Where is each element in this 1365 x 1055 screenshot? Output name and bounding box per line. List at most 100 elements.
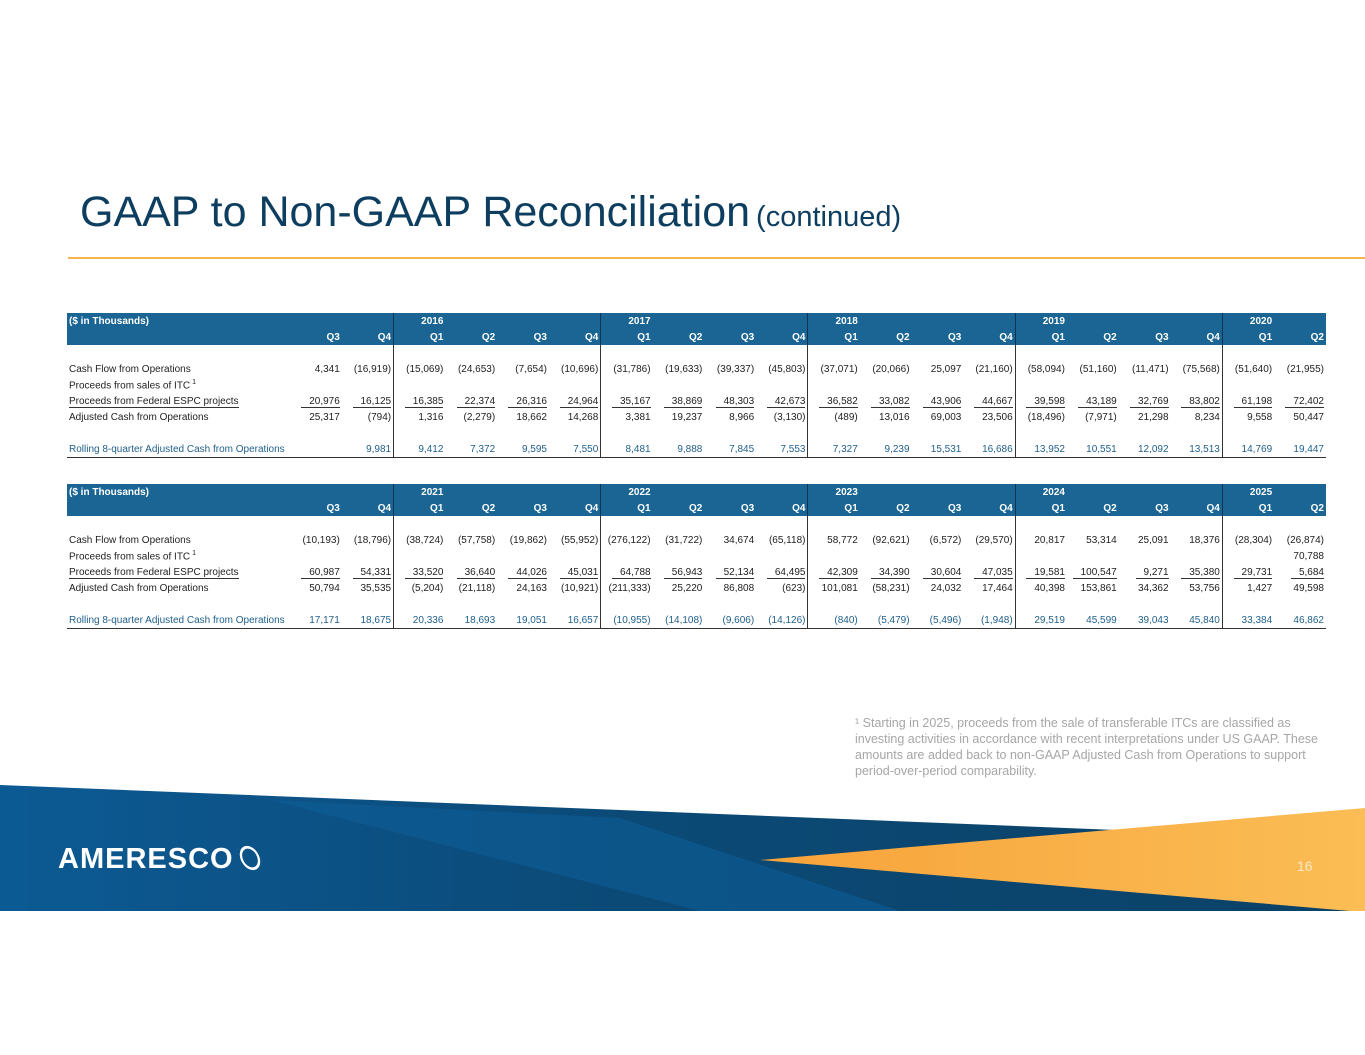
- value-cell: 60,987: [290, 564, 342, 580]
- spacer-cell: [756, 516, 809, 532]
- spacer-cell: [1222, 596, 1274, 612]
- quarter-header: Q3: [497, 500, 549, 516]
- year-header: [652, 313, 705, 329]
- value-cell: (21,160): [963, 361, 1016, 377]
- value-cell: 7,550: [548, 441, 602, 458]
- value: 14,769: [1241, 443, 1273, 455]
- year-header: [1274, 484, 1326, 500]
- value: 9,981: [366, 443, 392, 455]
- spacer-cell: [1274, 596, 1326, 612]
- unit-label: ($ in Thousands): [67, 484, 290, 500]
- value-cell: 34,362: [1119, 580, 1171, 596]
- value: 19,237: [671, 411, 703, 423]
- spacer-cell: [963, 596, 1016, 612]
- spacer-cell: [912, 425, 964, 441]
- spacer-cell: [445, 516, 497, 532]
- value-cell: (24,653): [445, 361, 497, 377]
- spacer-cell: [548, 345, 602, 361]
- year-header: [1066, 484, 1119, 500]
- value-cell: 16,686: [963, 441, 1016, 458]
- value-cell: (19,633): [653, 361, 705, 377]
- value-cell: 34,674: [704, 532, 756, 548]
- value: (19,633): [665, 363, 703, 375]
- value: (15,069): [406, 363, 444, 375]
- value: 33,384: [1241, 614, 1273, 626]
- value: 54,331: [352, 566, 392, 579]
- value: 26,316: [508, 395, 547, 408]
- spacer-cell: [1067, 516, 1119, 532]
- value-cell: (51,640): [1222, 361, 1274, 377]
- row-label-text: Rolling 8-quarter Adjusted Cash from Ope…: [69, 614, 285, 626]
- value-cell: (29,570): [963, 532, 1016, 548]
- spacer-cell: [912, 516, 964, 532]
- value-cell: (58,094): [1015, 361, 1067, 377]
- spacer-cell: [290, 345, 342, 361]
- value-cell: (1,948): [963, 612, 1016, 629]
- value: 34,362: [1137, 582, 1169, 594]
- value: (75,568): [1182, 363, 1220, 375]
- value: 9,888: [677, 443, 703, 455]
- value-cell: 69,003: [912, 409, 964, 425]
- value: 23,506: [982, 411, 1013, 423]
- spacer-cell: [601, 596, 653, 612]
- header-year-row: ($ in Thousands) 2021 2022 2023 2024 2025: [67, 484, 1326, 500]
- value-cell: (840): [807, 612, 860, 629]
- value-cell: 9,271: [1119, 564, 1171, 580]
- spacer-cell: [394, 516, 446, 532]
- value: (6,572): [929, 534, 962, 546]
- spacer-cell: [860, 516, 912, 532]
- quarter-header: Q4: [963, 329, 1016, 345]
- value-cell: 25,317: [290, 409, 342, 425]
- value-cell: 9,888: [652, 441, 705, 458]
- value-cell: [601, 548, 653, 564]
- value: 25,317: [309, 411, 340, 423]
- year-header: [1118, 313, 1171, 329]
- spacer-cell: [756, 425, 809, 441]
- value: 39,598: [1026, 395, 1065, 408]
- value-cell: 33,520: [394, 564, 446, 580]
- year-header: [859, 313, 912, 329]
- quarter-header: Q4: [963, 500, 1016, 516]
- quarter-header: Q4: [548, 500, 602, 516]
- year-header: 2022: [600, 484, 653, 500]
- row-label-text: Cash Flow from Operations: [69, 534, 191, 546]
- value: 64,495: [766, 566, 806, 579]
- spacer-cell: [445, 425, 497, 441]
- value-cell: (10,193): [290, 532, 342, 548]
- spacer-cell: [860, 425, 912, 441]
- value-cell: [290, 441, 342, 458]
- spacer-cell: [1015, 596, 1067, 612]
- value-cell: (14,108): [652, 612, 705, 629]
- table-row: Proceeds from sales of ITC 1: [67, 377, 1326, 393]
- logo-text: AMERESCO: [58, 843, 234, 875]
- year-header: [756, 313, 809, 329]
- value-cell: 24,163: [497, 580, 549, 596]
- footer-banner: [0, 785, 1365, 911]
- spacer-cell: [67, 345, 290, 361]
- value-cell: (58,231): [860, 580, 912, 596]
- quarter-header: Q4: [341, 329, 395, 345]
- table-row: Cash Flow from Operations 4,341 (16,919) (1…: [67, 361, 1326, 377]
- value: (51,640): [1234, 363, 1273, 375]
- value: 53,314: [1086, 534, 1117, 546]
- spacer-cell: [601, 516, 653, 532]
- value-cell: 44,026: [497, 564, 549, 580]
- value-cell: (39,337): [704, 361, 756, 377]
- value-cell: 32,769: [1119, 393, 1171, 409]
- value: 18,675: [360, 614, 392, 626]
- value-cell: 4,341: [290, 361, 342, 377]
- quarter-header: Q1: [1015, 500, 1067, 516]
- value: (9,606): [722, 614, 755, 626]
- quarter-header: Q3: [290, 329, 342, 345]
- value: 43,906: [922, 395, 962, 408]
- value: 42,309: [819, 566, 858, 579]
- value: 18,662: [516, 411, 547, 423]
- spacer-cell: [912, 596, 964, 612]
- value: (5,204): [411, 582, 444, 594]
- spacer-cell: [704, 516, 756, 532]
- value-cell: 15,531: [911, 441, 964, 458]
- value: (39,337): [716, 363, 755, 375]
- logo-orbit-icon: [235, 842, 264, 874]
- value-cell: 1,427: [1222, 580, 1274, 596]
